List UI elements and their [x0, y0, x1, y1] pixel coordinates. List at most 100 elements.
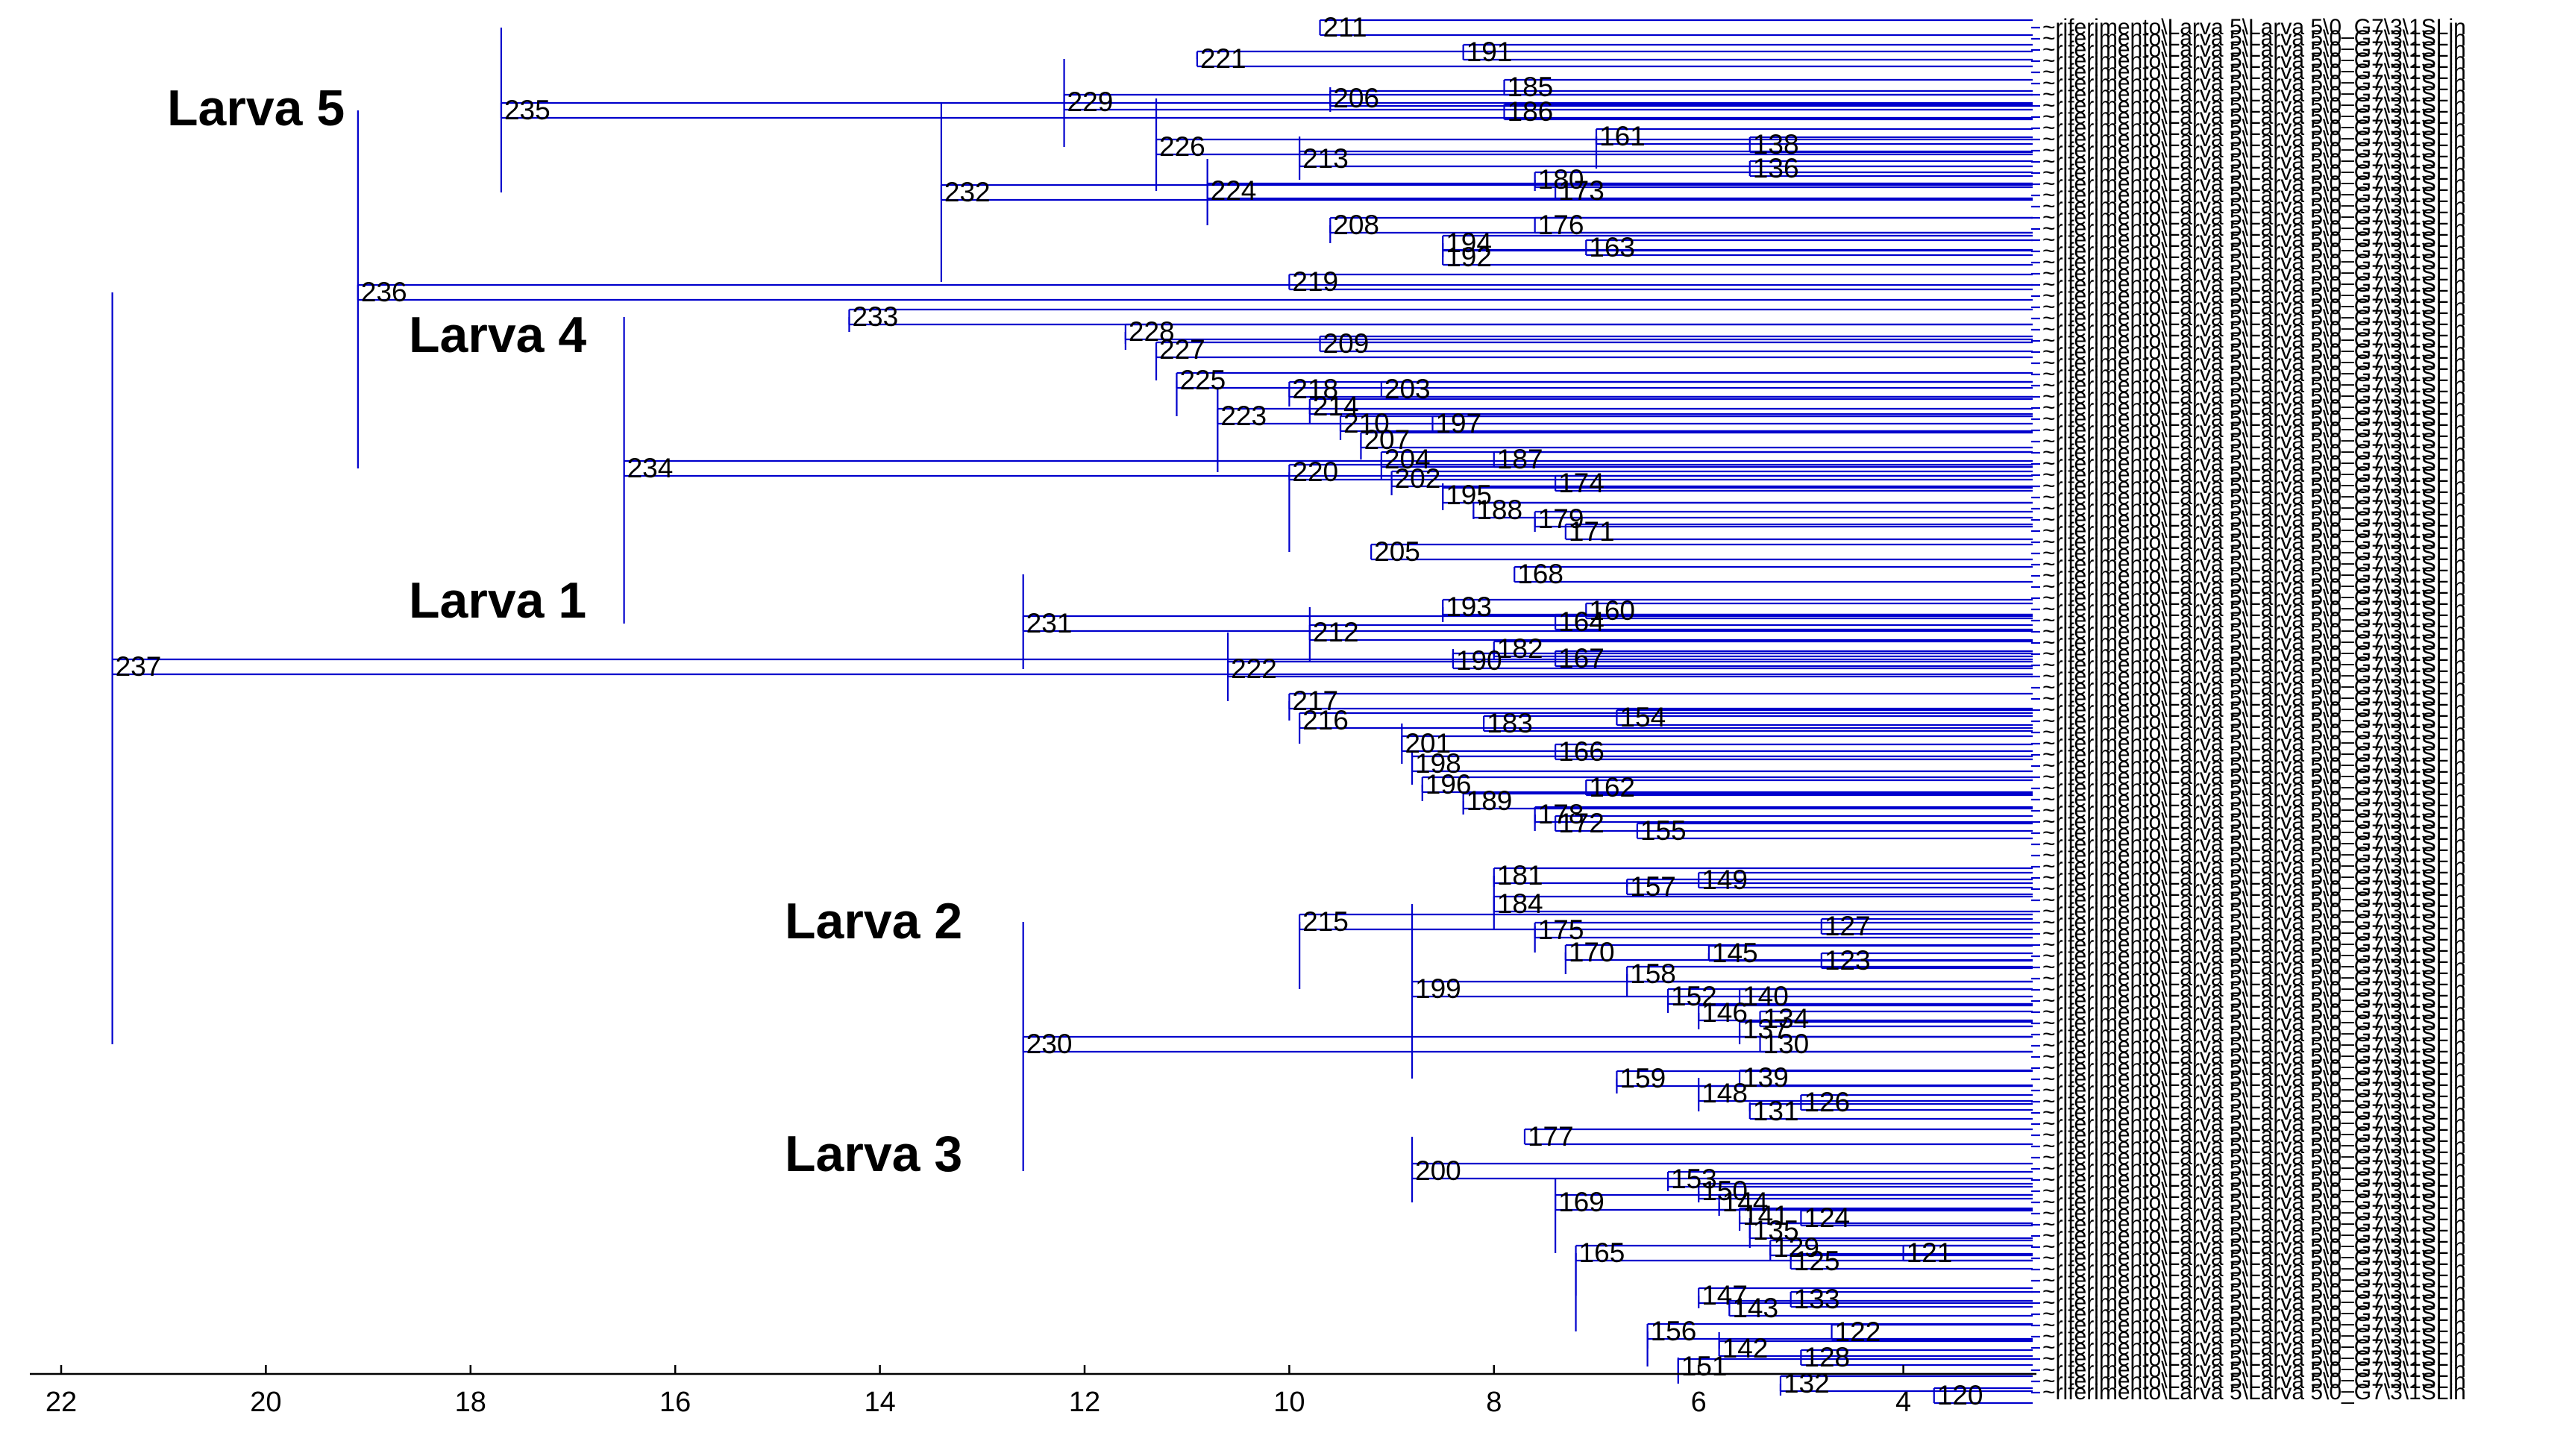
- leaf-label: ~riferimento\Larva 5\Larva 5\0_G7\3\1SLi…: [2042, 955, 2466, 979]
- node-label-160: 160: [1589, 595, 1635, 626]
- leaf-label: ~riferimento\Larva 5\Larva 5\0_G7\3\1SLi…: [2042, 15, 2466, 40]
- leaf-label: ~riferimento\Larva 5\Larva 5\0_G7\3\1SLi…: [2042, 172, 2466, 196]
- node-label-220: 220: [1292, 456, 1338, 487]
- leaf-label: ~riferimento\Larva 5\Larva 5\0_G7\3\1SLi…: [2042, 1279, 2466, 1304]
- node-label-146: 146: [1701, 997, 1748, 1028]
- node-label-224: 224: [1211, 175, 1257, 206]
- leaf-label: ~riferimento\Larva 5\Larva 5\0_G7\3\1SLi…: [2042, 1156, 2466, 1181]
- leaf-label: ~riferimento\Larva 5\Larva 5\0_G7\3\1SLi…: [2042, 239, 2466, 263]
- node-label-193: 193: [1446, 592, 1492, 622]
- node-label-221: 221: [1200, 43, 1246, 74]
- node-label-237: 237: [116, 651, 162, 682]
- leaf-label: ~riferimento\Larva 5\Larva 5\0_G7\3\1SLi…: [2042, 1055, 2466, 1080]
- x-tick-label-22: 22: [46, 1387, 77, 1418]
- node-label-209: 209: [1323, 328, 1370, 359]
- leaf-label: ~riferimento\Larva 5\Larva 5\0_G7\3\1SLi…: [2042, 921, 2466, 946]
- leaf-label: ~riferimento\Larva 5\Larva 5\0_G7\3\1SLi…: [2042, 697, 2466, 722]
- leaf-label: ~riferimento\Larva 5\Larva 5\0_G7\3\1SLi…: [2042, 854, 2466, 879]
- node-label-225: 225: [1179, 365, 1226, 395]
- leaf-label: ~riferimento\Larva 5\Larva 5\0_G7\3\1SLi…: [2042, 272, 2466, 297]
- node-label-205: 205: [1374, 536, 1420, 567]
- leaf-label: ~riferimento\Larva 5\Larva 5\0_G7\3\1SLi…: [2042, 407, 2466, 431]
- x-tick-label-14: 14: [864, 1387, 895, 1418]
- leaf-label: ~riferimento\Larva 5\Larva 5\0_G7\3\1SLi…: [2042, 1067, 2466, 1091]
- leaf-label: ~riferimento\Larva 5\Larva 5\0_G7\3\1SLi…: [2042, 1179, 2466, 1203]
- node-label-152: 152: [1671, 981, 1717, 1011]
- node-label-183: 183: [1487, 708, 1533, 738]
- node-label-187: 187: [1497, 444, 1543, 474]
- node-label-182: 182: [1497, 633, 1543, 664]
- node-label-142: 142: [1722, 1333, 1769, 1364]
- node-label-130: 130: [1763, 1029, 1810, 1059]
- node-label-189: 189: [1467, 785, 1513, 816]
- node-label-194: 194: [1446, 228, 1492, 258]
- node-label-134: 134: [1763, 1003, 1810, 1034]
- node-label-179: 179: [1538, 503, 1584, 534]
- dendrogram-links: [111, 19, 2033, 1405]
- node-label-139: 139: [1743, 1062, 1789, 1093]
- leaf-label: ~riferimento\Larva 5\Larva 5\0_G7\3\1SLi…: [2042, 888, 2466, 912]
- leaf-label: ~riferimento\Larva 5\Larva 5\0_G7\3\1SLi…: [2042, 1358, 2466, 1382]
- leaf-label: ~riferimento\Larva 5\Larva 5\0_G7\3\1SLi…: [2042, 843, 2466, 867]
- node-label-135: 135: [1753, 1215, 1799, 1246]
- leaf-label: ~riferimento\Larva 5\Larva 5\0_G7\3\1SLi…: [2042, 216, 2466, 241]
- node-label-236: 236: [361, 277, 407, 307]
- node-label-186: 186: [1508, 96, 1554, 127]
- leaf-label: ~riferimento\Larva 5\Larva 5\0_G7\3\1SLi…: [2042, 283, 2466, 308]
- node-label-172: 172: [1558, 808, 1605, 838]
- leaf-label: ~riferimento\Larva 5\Larva 5\0_G7\3\1SLi…: [2042, 351, 2466, 375]
- leaf-label: ~riferimento\Larva 5\Larva 5\0_G7\3\1SLi…: [2042, 82, 2466, 107]
- node-label-222: 222: [1231, 653, 1277, 684]
- leaf-label: ~riferimento\Larva 5\Larva 5\0_G7\3\1SLi…: [2042, 451, 2466, 476]
- node-label-156: 156: [1651, 1316, 1697, 1346]
- leaf-label: ~riferimento\Larva 5\Larva 5\0_G7\3\1SLi…: [2042, 26, 2466, 51]
- leaf-label: ~riferimento\Larva 5\Larva 5\0_G7\3\1SLi…: [2042, 1134, 2466, 1158]
- x-tick-label-12: 12: [1069, 1387, 1100, 1418]
- leaf-label: ~riferimento\Larva 5\Larva 5\0_G7\3\1SLi…: [2042, 1111, 2466, 1136]
- leaf-label: ~riferimento\Larva 5\Larva 5\0_G7\3\1SLi…: [2042, 776, 2466, 800]
- leaf-label: ~riferimento\Larva 5\Larva 5\0_G7\3\1SLi…: [2042, 93, 2466, 118]
- leaf-label: ~riferimento\Larva 5\Larva 5\0_G7\3\1SLi…: [2042, 809, 2466, 834]
- node-label-208: 208: [1333, 210, 1379, 240]
- node-label-181: 181: [1497, 860, 1543, 891]
- group-label-larva1: Larva 1: [409, 572, 587, 629]
- leaf-label: ~riferimento\Larva 5\Larva 5\0_G7\3\1SLi…: [2042, 798, 2466, 823]
- leaf-label: ~riferimento\Larva 5\Larva 5\0_G7\3\1SLi…: [2042, 116, 2466, 140]
- node-label-158: 158: [1630, 958, 1676, 989]
- node-label-136: 136: [1753, 153, 1799, 183]
- leaf-label: ~riferimento\Larva 5\Larva 5\0_G7\3\1SLi…: [2042, 339, 2466, 364]
- leaf-label: ~riferimento\Larva 5\Larva 5\0_G7\3\1SLi…: [2042, 910, 2466, 935]
- group-label-larva2: Larva 2: [785, 893, 963, 950]
- leaf-label: ~riferimento\Larva 5\Larva 5\0_G7\3\1SLi…: [2042, 820, 2466, 845]
- leaf-label: ~riferimento\Larva 5\Larva 5\0_G7\3\1SLi…: [2042, 395, 2466, 420]
- node-label-159: 159: [1619, 1063, 1666, 1093]
- leaf-label: ~riferimento\Larva 5\Larva 5\0_G7\3\1SLi…: [2042, 138, 2466, 163]
- leaf-label: ~riferimento\Larva 5\Larva 5\0_G7\3\1SLi…: [2042, 664, 2466, 688]
- leaf-label: ~riferimento\Larva 5\Larva 5\0_G7\3\1SLi…: [2042, 653, 2466, 677]
- leaf-label: ~riferimento\Larva 5\Larva 5\0_G7\3\1SLi…: [2042, 742, 2466, 767]
- leaf-label: ~riferimento\Larva 5\Larva 5\0_G7\3\1SLi…: [2042, 686, 2466, 711]
- node-label-185: 185: [1508, 72, 1554, 102]
- node-label-128: 128: [1804, 1342, 1850, 1372]
- leaf-label: ~riferimento\Larva 5\Larva 5\0_G7\3\1SLi…: [2042, 608, 2466, 633]
- node-label-145: 145: [1712, 938, 1758, 968]
- leaf-label: ~riferimento\Larva 5\Larva 5\0_G7\3\1SLi…: [2042, 530, 2466, 554]
- leaf-label: ~riferimento\Larva 5\Larva 5\0_G7\3\1SLi…: [2042, 709, 2466, 733]
- leaf-label: ~riferimento\Larva 5\Larva 5\0_G7\3\1SLi…: [2042, 641, 2466, 666]
- leaf-label: ~riferimento\Larva 5\Larva 5\0_G7\3\1SLi…: [2042, 988, 2466, 1013]
- node-label-215: 215: [1302, 906, 1349, 937]
- node-label-191: 191: [1467, 37, 1513, 67]
- leaf-label: ~riferimento\Larva 5\Larva 5\0_G7\3\1SLi…: [2042, 1190, 2466, 1214]
- node-label-235: 235: [504, 95, 551, 125]
- node-label-143: 143: [1732, 1293, 1778, 1323]
- leaf-label: ~riferimento\Larva 5\Larva 5\0_G7\3\1SLi…: [2042, 1313, 2466, 1337]
- leaf-label: ~riferimento\Larva 5\Larva 5\0_G7\3\1SLi…: [2042, 574, 2466, 599]
- leaf-label: ~riferimento\Larva 5\Larva 5\0_G7\3\1SLi…: [2042, 127, 2466, 151]
- leaf-label: ~riferimento\Larva 5\Larva 5\0_G7\3\1SLi…: [2042, 60, 2466, 84]
- leaf-label: ~riferimento\Larva 5\Larva 5\0_G7\3\1SLi…: [2042, 876, 2466, 901]
- leaf-label: ~riferimento\Larva 5\Larva 5\0_G7\3\1SLi…: [2042, 753, 2466, 778]
- leaf-label: ~riferimento\Larva 5\Larva 5\0_G7\3\1SLi…: [2042, 317, 2466, 342]
- leaf-label: ~riferimento\Larva 5\Larva 5\0_G7\3\1SLi…: [2042, 1011, 2466, 1035]
- leaf-label: ~riferimento\Larva 5\Larva 5\0_G7\3\1SLi…: [2042, 1201, 2466, 1226]
